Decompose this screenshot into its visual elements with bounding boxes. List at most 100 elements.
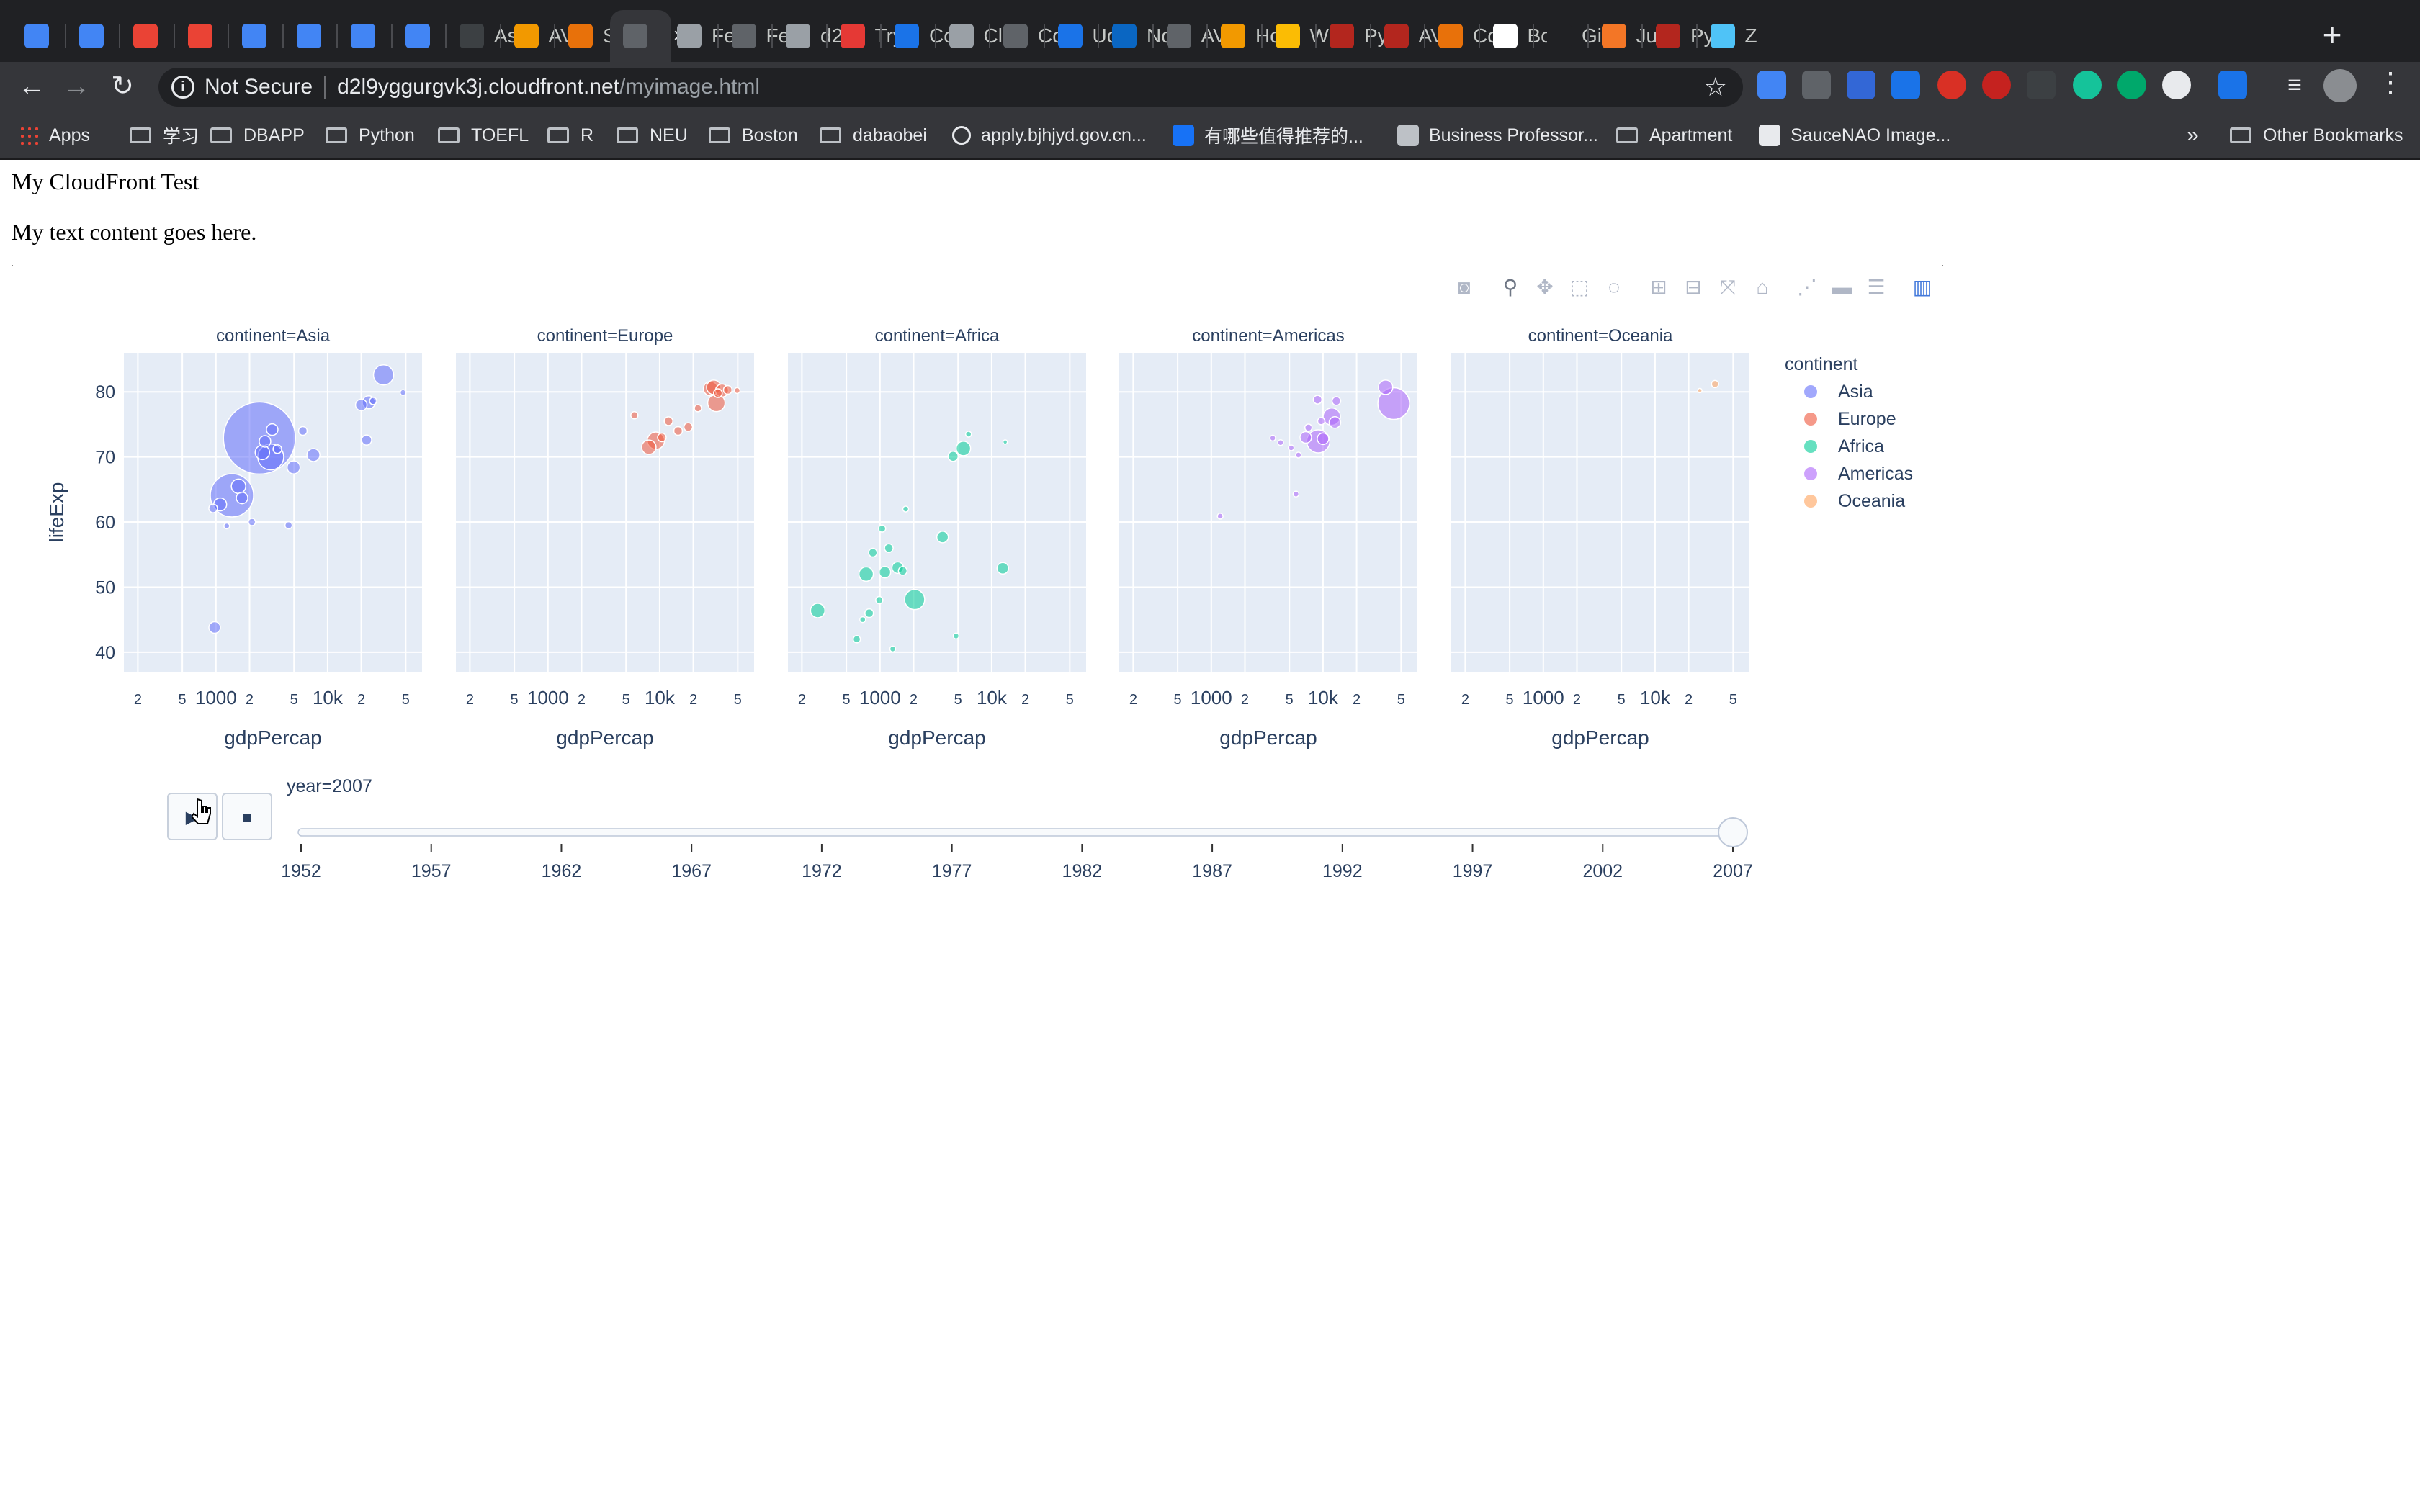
bookmark-item[interactable]: R: [547, 120, 593, 151]
folder-icon: [617, 127, 638, 143]
openai-extension-icon[interactable]: [2162, 71, 2191, 99]
bookmark-item[interactable]: Business Professor...: [1397, 120, 1598, 151]
browser-tab-label: Py: [1690, 24, 1714, 47]
browser-tab[interactable]: Gi: [1534, 10, 1602, 62]
browser-tab-label: Ju: [1636, 24, 1658, 47]
translate-extension-icon[interactable]: [1757, 71, 1786, 99]
tab-separator: [1641, 24, 1643, 48]
dict-extension-icon[interactable]: [1891, 71, 1920, 99]
slider-handle[interactable]: [1718, 817, 1748, 847]
bookmark-item[interactable]: Apps: [19, 120, 90, 151]
browser-tab[interactable]: W: [1263, 10, 1329, 62]
zoom-out-icon[interactable]: ⊟: [1685, 276, 1702, 298]
browser-tab[interactable]: Nc: [1099, 10, 1171, 62]
bookmark-item[interactable]: 学习: [130, 120, 199, 151]
browser-tab[interactable]: [12, 10, 66, 62]
browser-tab[interactable]: ×: [609, 10, 686, 62]
bookmark-item[interactable]: 有哪些值得推荐的...: [1173, 120, 1363, 151]
bookmark-item[interactable]: apply.bjhjyd.gov.cn...: [952, 120, 1147, 151]
autoscale-icon[interactable]: ⤧: [1719, 276, 1736, 298]
bookmark-item[interactable]: dabaobei: [820, 120, 927, 151]
media-control-icon[interactable]: ≡: [2287, 71, 2302, 99]
aws-box-icon: [514, 24, 539, 48]
stop-button[interactable]: ■: [222, 793, 272, 840]
camera-icon[interactable]: ◙: [1458, 276, 1471, 298]
browser-tab[interactable]: Z: [1698, 10, 1757, 62]
figure-corner-mark: [12, 265, 13, 266]
bookmark-label: TOEFL: [471, 125, 529, 145]
browser-tab[interactable]: AV: [501, 10, 574, 62]
back-button[interactable]: ←: [18, 71, 45, 102]
bookmark-star-icon[interactable]: ☆: [1703, 72, 1727, 102]
x-extension-icon[interactable]: [2027, 71, 2056, 99]
slider-step-label: 1982: [1062, 861, 1103, 881]
bookmark-item[interactable]: SauceNAO Image...: [1759, 120, 1950, 151]
browser-tab[interactable]: AV: [1154, 10, 1227, 62]
bulb-extension-icon[interactable]: [1802, 71, 1831, 99]
browser-tab[interactable]: Cl: [936, 10, 1003, 62]
browser-menu-icon[interactable]: ⋮: [2377, 68, 2404, 98]
badge-extension-icon[interactable]: [2118, 71, 2146, 99]
facet-plot-area: [788, 353, 1086, 672]
forward-button[interactable]: →: [63, 71, 90, 102]
browser-tab[interactable]: As: [447, 10, 518, 62]
loading-icon: [1003, 24, 1028, 48]
hover-closest-icon[interactable]: ▬: [1832, 276, 1852, 298]
bookmark-item[interactable]: DBAPP: [210, 120, 305, 151]
browser-tab[interactable]: Cc: [990, 10, 1062, 62]
bookmark-item[interactable]: Boston: [709, 120, 798, 151]
browser-tab[interactable]: Try: [828, 10, 903, 62]
data-point: [884, 543, 894, 553]
grammarly-extension-icon[interactable]: [2073, 71, 2102, 99]
browser-tab[interactable]: d2: [773, 10, 843, 62]
browser-tab[interactable]: [175, 10, 230, 62]
browser-tab[interactable]: Ju: [1589, 10, 1657, 62]
browser-tab[interactable]: Bc: [1480, 10, 1551, 62]
browser-tab[interactable]: [338, 10, 393, 62]
browser-tab[interactable]: Fe: [664, 10, 735, 62]
pan-icon[interactable]: ✥: [1536, 276, 1554, 298]
stop-extension-icon[interactable]: [1937, 71, 1966, 99]
browser-tab[interactable]: Hc: [1208, 10, 1280, 62]
browser-tab[interactable]: [229, 10, 284, 62]
bookmark-item[interactable]: Python: [326, 120, 415, 151]
browser-tab[interactable]: [120, 10, 175, 62]
other-bookmarks[interactable]: Other Bookmarks: [2230, 120, 2403, 151]
slider-step-label: 2002: [1582, 861, 1623, 881]
browser-tab[interactable]: Cc: [1425, 10, 1497, 62]
browser-tab[interactable]: [393, 10, 447, 62]
box-select-icon[interactable]: ⬚: [1569, 276, 1590, 298]
bookmark-item[interactable]: TOEFL: [438, 120, 529, 151]
browser-tab[interactable]: Uc: [1045, 10, 1117, 62]
hover-compare-icon[interactable]: ☰: [1867, 276, 1886, 298]
bookmark-label: Boston: [742, 125, 798, 145]
zoom-icon[interactable]: ⚲: [1502, 276, 1518, 298]
linkedin-icon: [1112, 24, 1137, 48]
browser-tab[interactable]: Py: [1643, 10, 1714, 62]
adblock-extension-icon[interactable]: [1982, 71, 2011, 99]
ext-off-icon[interactable]: [2218, 71, 2247, 99]
reset-axes-icon[interactable]: ⌂: [1756, 276, 1769, 298]
browser-tab[interactable]: [284, 10, 339, 62]
browser-tab[interactable]: AV: [1371, 10, 1444, 62]
zoom-in-icon[interactable]: ⊞: [1650, 276, 1667, 298]
info-icon[interactable]: i: [171, 76, 194, 99]
calendar-extension-icon[interactable]: [1847, 71, 1876, 99]
new-tab-button[interactable]: +: [2322, 16, 2342, 53]
spike-lines-icon[interactable]: ⋰: [1797, 276, 1817, 298]
plotly-logo-icon[interactable]: ▥: [1912, 276, 1932, 298]
bookmarks-overflow-button[interactable]: »: [2187, 123, 2199, 147]
lasso-select-icon[interactable]: ◌: [1608, 276, 1621, 298]
browser-tab[interactable]: Py: [1317, 10, 1388, 62]
stack-icon: [840, 24, 865, 48]
bookmark-item[interactable]: Apartment: [1616, 120, 1732, 151]
x-tick-label: 1000: [195, 687, 237, 708]
browser-tab[interactable]: S3: [555, 10, 627, 62]
address-bar[interactable]: i Not Secure d2l9yggurgvk3j.cloudfront.n…: [158, 68, 1743, 107]
browser-tab[interactable]: Fe: [719, 10, 789, 62]
browser-tab[interactable]: [66, 10, 121, 62]
reload-button[interactable]: ↻: [111, 71, 134, 102]
profile-avatar[interactable]: [2323, 69, 2357, 102]
bookmark-item[interactable]: NEU: [617, 120, 688, 151]
browser-tab[interactable]: Co: [882, 10, 955, 62]
